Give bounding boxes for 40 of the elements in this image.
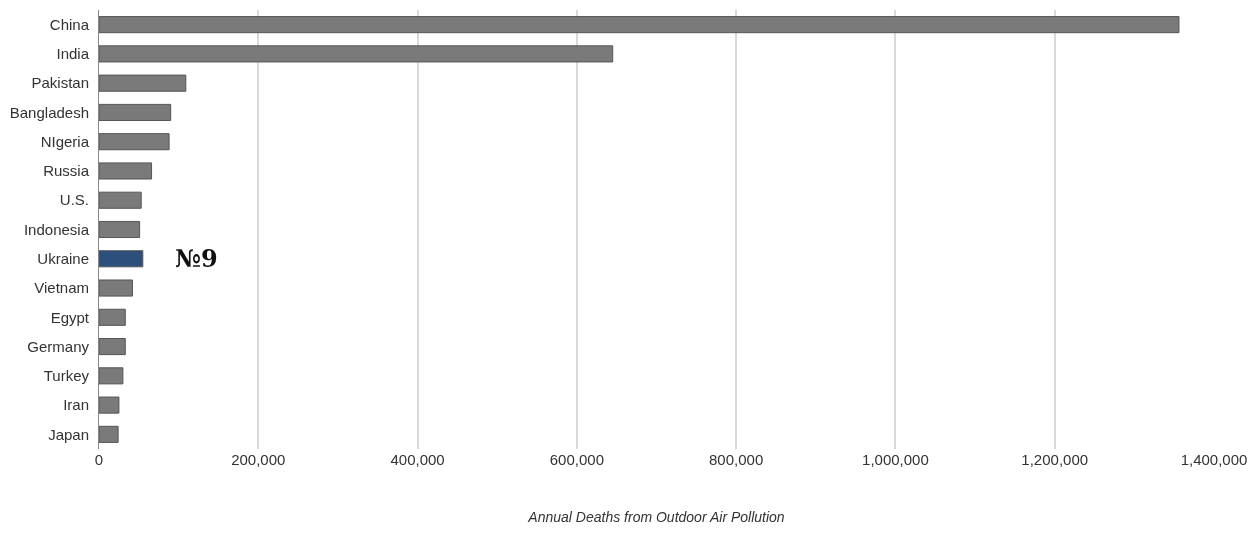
x-tick-label: 1,000,000 — [862, 451, 929, 468]
y-tick-label: Germany — [27, 337, 90, 355]
y-tick-label: Japan — [48, 425, 89, 443]
y-tick-label: Vietnam — [34, 279, 89, 297]
bar — [99, 367, 124, 385]
bar — [99, 133, 170, 151]
y-tick-label: Indonesia — [23, 220, 90, 238]
x-tick-label: 1,400,000 — [1180, 451, 1248, 468]
y-tick-label: U.S. — [59, 191, 89, 209]
bar — [99, 279, 133, 297]
y-tick-label: Egypt — [50, 308, 90, 326]
x-axis-title: Annual Deaths from Outdoor Air Pollution — [527, 509, 785, 526]
y-tick-label: Bangladesh — [9, 103, 89, 121]
y-tick-label: China — [49, 15, 90, 33]
y-tick-label: Russia — [43, 162, 90, 180]
x-tick-label: 200,000 — [231, 451, 286, 468]
x-tick-label: 400,000 — [390, 451, 445, 468]
x-tick-label: 800,000 — [709, 451, 764, 468]
y-tick-label: NIgeria — [40, 132, 90, 150]
x-tick-label: 600,000 — [549, 451, 604, 468]
bar — [99, 162, 153, 180]
y-tick-label: Turkey — [43, 367, 90, 385]
bar — [99, 250, 144, 268]
bar — [99, 425, 119, 443]
bar — [99, 16, 1180, 34]
bar — [99, 338, 126, 356]
annotation: №9 — [175, 244, 218, 273]
bar — [99, 45, 614, 63]
y-tick-label: Pakistan — [31, 74, 89, 92]
x-tick-label: 0 — [94, 451, 104, 468]
y-tick-label: Iran — [63, 396, 89, 414]
bar — [99, 396, 120, 414]
bar — [99, 103, 172, 121]
x-tick-label: 1,200,000 — [1021, 451, 1089, 468]
bar — [99, 74, 187, 92]
bar — [99, 220, 141, 239]
bar — [99, 191, 142, 209]
bar — [99, 308, 126, 326]
y-tick-label: Ukraine — [37, 250, 89, 268]
y-tick-label: India — [56, 45, 90, 63]
